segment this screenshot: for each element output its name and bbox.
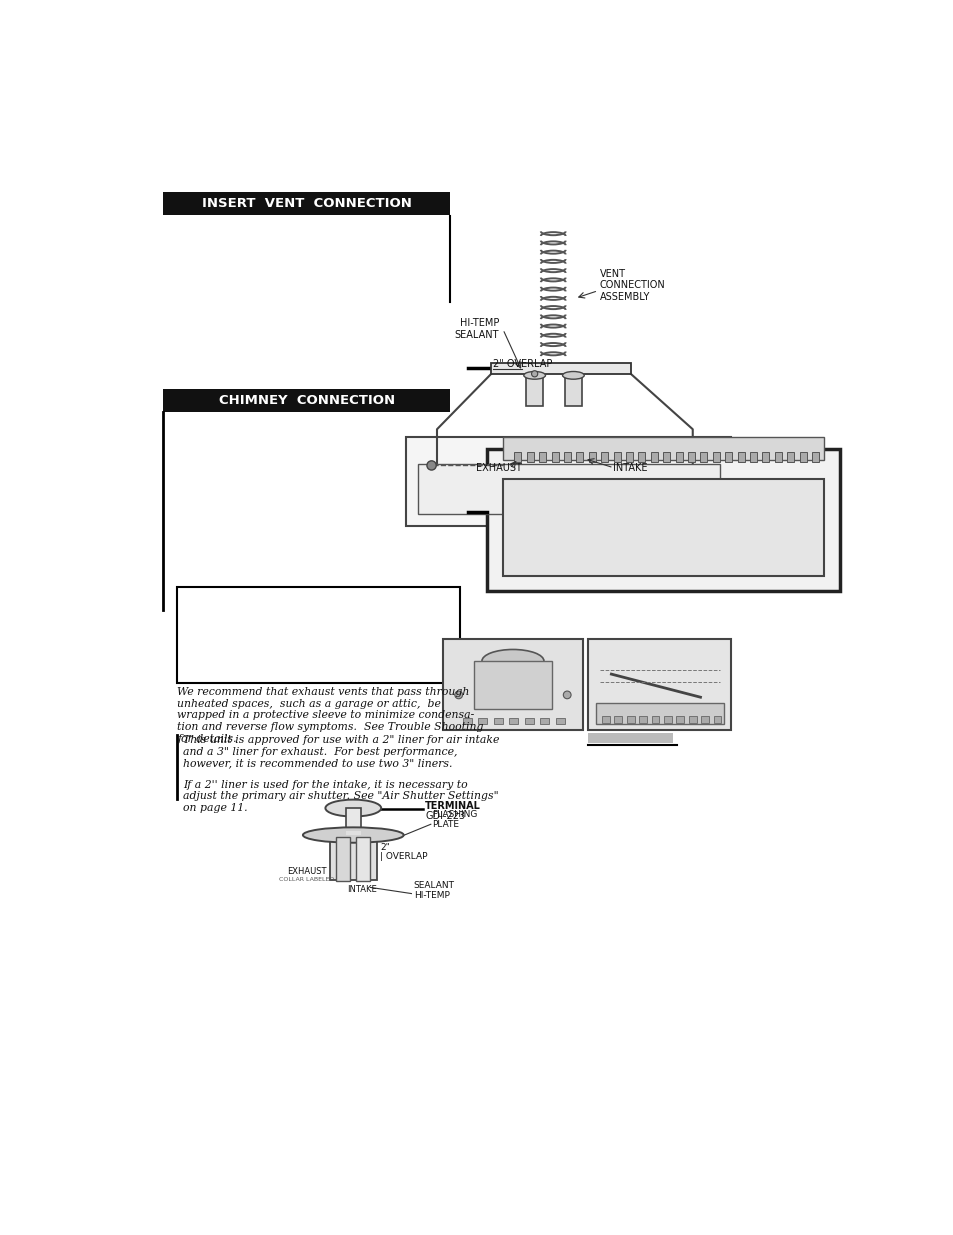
Bar: [614, 716, 621, 722]
Text: If a 2'' liner is used for the intake, it is necessary to
adjust the primary air: If a 2'' liner is used for the intake, i…: [183, 779, 497, 813]
Bar: [811, 452, 819, 462]
Bar: [663, 716, 671, 722]
Text: VENT
CONNECTION
ASSEMBLY: VENT CONNECTION ASSEMBLY: [599, 269, 665, 301]
Text: 2": 2": [380, 842, 390, 852]
Bar: [551, 452, 558, 462]
Bar: [443, 640, 582, 730]
Bar: [356, 836, 370, 882]
Bar: [587, 734, 673, 742]
Bar: [335, 836, 350, 882]
Circle shape: [562, 692, 571, 699]
Bar: [588, 452, 596, 462]
Text: SEALANT
HI-TEMP: SEALANT HI-TEMP: [414, 881, 455, 900]
Bar: [700, 452, 707, 462]
Bar: [564, 374, 581, 406]
Bar: [576, 452, 583, 462]
Bar: [491, 363, 630, 374]
Bar: [625, 452, 633, 462]
Text: EXHAUST: EXHAUST: [476, 463, 521, 473]
Bar: [761, 452, 769, 462]
Bar: [555, 718, 564, 724]
Text: This unit is approved for use with a 2" liner for air intake
and a 3" liner for : This unit is approved for use with a 2" …: [183, 735, 498, 768]
Ellipse shape: [303, 827, 403, 842]
Bar: [487, 448, 840, 592]
Bar: [502, 479, 823, 576]
Bar: [712, 452, 720, 462]
Text: We recommend that exhaust vents that pass through
unheated spaces,  such as a ga: We recommend that exhaust vents that pas…: [177, 687, 483, 743]
Bar: [462, 718, 472, 724]
Bar: [687, 452, 695, 462]
Circle shape: [531, 370, 537, 377]
Bar: [163, 389, 450, 412]
Bar: [587, 640, 731, 730]
Ellipse shape: [481, 650, 543, 673]
Text: INSERT  VENT  CONNECTION: INSERT VENT CONNECTION: [202, 198, 412, 210]
Bar: [737, 452, 744, 462]
Bar: [638, 452, 645, 462]
Bar: [345, 808, 360, 834]
Bar: [330, 835, 376, 879]
Bar: [539, 718, 549, 724]
Text: GDI-223: GDI-223: [425, 811, 465, 821]
Ellipse shape: [562, 372, 583, 379]
Bar: [493, 718, 502, 724]
Bar: [417, 464, 720, 514]
Bar: [626, 716, 634, 722]
Text: INTAKE: INTAKE: [613, 463, 647, 473]
Bar: [514, 452, 521, 462]
Bar: [477, 718, 487, 724]
Ellipse shape: [523, 372, 545, 379]
Circle shape: [427, 461, 436, 471]
Bar: [163, 193, 450, 215]
Text: CHIMNEY  CONNECTION: CHIMNEY CONNECTION: [218, 394, 395, 408]
Bar: [700, 716, 708, 722]
Bar: [524, 718, 534, 724]
Bar: [177, 587, 459, 683]
Bar: [474, 661, 551, 709]
Text: HI-TEMP
SEALANT: HI-TEMP SEALANT: [454, 319, 498, 340]
Bar: [406, 437, 731, 526]
Text: FLASHING
PLATE: FLASHING PLATE: [432, 810, 477, 830]
Bar: [509, 718, 517, 724]
Bar: [601, 716, 609, 722]
Bar: [713, 716, 720, 722]
Bar: [600, 452, 608, 462]
Bar: [676, 716, 683, 722]
Bar: [538, 452, 546, 462]
Bar: [639, 716, 646, 722]
Bar: [786, 452, 794, 462]
Bar: [662, 452, 670, 462]
Bar: [613, 452, 620, 462]
Bar: [525, 374, 542, 406]
Bar: [345, 831, 360, 835]
Text: INTAKE: INTAKE: [347, 885, 376, 894]
Bar: [688, 716, 696, 722]
Text: | OVERLAP: | OVERLAP: [380, 852, 428, 861]
Bar: [774, 452, 781, 462]
Bar: [749, 452, 757, 462]
Bar: [724, 452, 732, 462]
Bar: [502, 437, 823, 461]
Bar: [651, 716, 659, 722]
Text: COLLAR LABELED: COLLAR LABELED: [279, 877, 335, 882]
Bar: [650, 452, 658, 462]
Bar: [526, 452, 534, 462]
Bar: [799, 452, 806, 462]
Circle shape: [455, 692, 462, 699]
Text: EXHAUST: EXHAUST: [287, 867, 326, 877]
Ellipse shape: [325, 799, 381, 816]
Bar: [596, 703, 723, 724]
Bar: [675, 452, 682, 462]
Bar: [563, 452, 571, 462]
Text: 2" OVERLAP: 2" OVERLAP: [493, 359, 552, 369]
Text: TERMINAL: TERMINAL: [425, 800, 480, 811]
